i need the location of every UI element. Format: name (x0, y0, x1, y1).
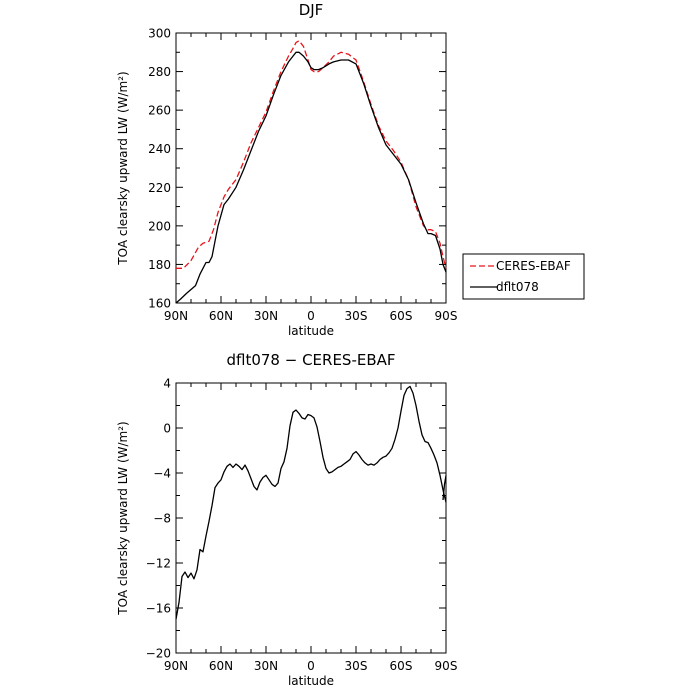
series-line-difference (442, 475, 447, 501)
chart-title: dflt078 − CERES-EBAF (226, 351, 395, 369)
y-tick-label: −16 (146, 602, 171, 616)
y-tick-label: 300 (148, 27, 171, 41)
x-tick-label: 90S (435, 309, 458, 323)
y-tick-label: 240 (148, 142, 171, 156)
y-tick-label: 180 (148, 258, 171, 272)
x-tick-label: 30N (254, 309, 278, 323)
plot-frame (175, 382, 447, 654)
y-tick-label: −12 (146, 557, 171, 571)
y-tick-label: −20 (146, 647, 171, 661)
x-tick-label: 0 (307, 659, 315, 673)
legend-label: CERES-EBAF (496, 259, 571, 273)
legend-label: dflt078 (496, 280, 539, 294)
x-tick-label: 30S (345, 309, 368, 323)
y-tick-label: 0 (163, 422, 171, 436)
x-tick-label: 30S (345, 659, 368, 673)
x-axis-label: latitude (288, 324, 334, 338)
plot-frame (175, 32, 447, 304)
y-tick-label: 200 (148, 219, 171, 233)
y-axis-label: TOA clearsky upward LW (W/m²) (116, 421, 130, 615)
series-line-difference (175, 385, 447, 620)
x-tick-label: 60S (390, 659, 413, 673)
bottom-panel-difference: 90N 60N 30N 0 30S 60S 90S −20 −16 −12 −8 −4 0 4 dflt07… (116, 351, 457, 688)
x-tick-label: 30N (254, 659, 278, 673)
x-tick-label: 0 (307, 309, 315, 323)
legend-box (462, 253, 585, 300)
x-tick-label: 90N (164, 309, 188, 323)
x-tick-label: 60S (390, 309, 413, 323)
x-tick-label: 60N (209, 309, 233, 323)
top-panel-djf: 90N 60N 30N 0 30S 60S 90S 160 180 200 220 240 260 280… (116, 1, 457, 338)
y-tick-label: 260 (148, 104, 171, 118)
legend: CERES-EBAF dflt078 (462, 253, 585, 300)
y-tick-label: 4 (163, 377, 171, 391)
y-axis-label: TOA clearsky upward LW (W/m²) (116, 71, 130, 265)
y-tick-label: −4 (153, 467, 171, 481)
y-tick-label: 220 (148, 181, 171, 195)
series-line-dflt078 (175, 51, 447, 304)
chart-title: DJF (299, 1, 324, 19)
x-axis-label: latitude (288, 674, 334, 688)
y-tick-label: 280 (148, 65, 171, 79)
y-tick-label: 160 (148, 297, 171, 311)
y-tick-label: −8 (153, 512, 171, 526)
x-tick-label: 90N (164, 659, 188, 673)
x-tick-label: 60N (209, 659, 233, 673)
x-tick-label: 90S (435, 659, 458, 673)
